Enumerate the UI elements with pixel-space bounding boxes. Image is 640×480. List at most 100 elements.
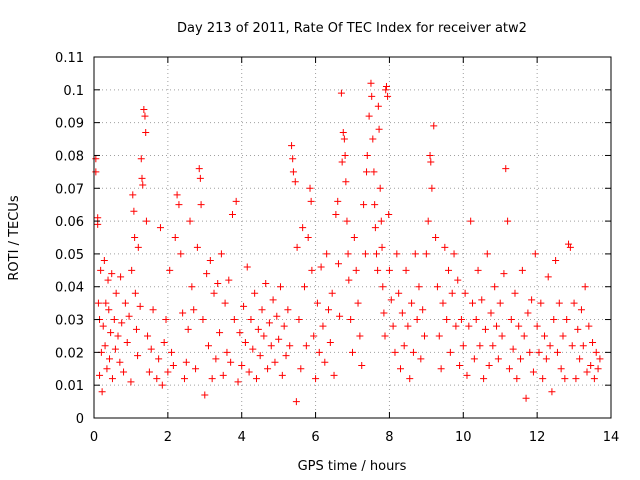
data-point bbox=[489, 342, 497, 350]
data-point bbox=[493, 322, 501, 330]
y-tick-label: 0 bbox=[76, 412, 84, 427]
data-point bbox=[382, 86, 390, 94]
data-point bbox=[470, 355, 478, 363]
data-point bbox=[100, 256, 108, 264]
data-point bbox=[487, 309, 495, 317]
data-point bbox=[247, 316, 255, 324]
data-point bbox=[577, 306, 585, 314]
data-point bbox=[313, 299, 321, 307]
data-point bbox=[264, 365, 272, 373]
data-point bbox=[162, 316, 170, 324]
data-point bbox=[531, 250, 539, 258]
data-point bbox=[480, 375, 488, 383]
data-point bbox=[389, 322, 397, 330]
x-tick-label: 6 bbox=[311, 430, 319, 445]
data-point bbox=[524, 309, 532, 317]
data-point bbox=[192, 365, 200, 373]
data-point bbox=[363, 168, 371, 176]
data-point bbox=[589, 339, 597, 347]
axis-ticks bbox=[93, 56, 612, 419]
x-tick-label: 8 bbox=[385, 430, 393, 445]
data-point bbox=[258, 306, 266, 314]
data-point bbox=[280, 322, 288, 330]
data-point bbox=[230, 316, 238, 324]
data-point bbox=[288, 142, 296, 150]
data-point bbox=[286, 342, 294, 350]
data-point bbox=[456, 361, 464, 369]
data-point bbox=[92, 155, 100, 163]
data-point bbox=[195, 165, 203, 173]
data-point bbox=[544, 273, 552, 281]
data-point bbox=[498, 332, 506, 340]
data-point bbox=[385, 266, 393, 274]
x-tick-label: 2 bbox=[164, 430, 172, 445]
data-point bbox=[533, 322, 541, 330]
data-point bbox=[422, 250, 430, 258]
grid-lines bbox=[93, 56, 612, 419]
data-point bbox=[550, 316, 558, 324]
data-point bbox=[505, 365, 513, 373]
data-point bbox=[276, 283, 284, 291]
data-point bbox=[271, 358, 279, 366]
data-point bbox=[520, 332, 528, 340]
data-point bbox=[112, 289, 120, 297]
data-point bbox=[196, 174, 204, 182]
data-point bbox=[548, 388, 556, 396]
data-point bbox=[345, 276, 353, 284]
data-point bbox=[302, 342, 310, 350]
data-point bbox=[304, 234, 312, 241]
data-point bbox=[173, 191, 181, 199]
data-point bbox=[262, 279, 270, 287]
data-point bbox=[137, 155, 145, 163]
chart-title: Day 213 of 2011, Rate Of TEC Index for r… bbox=[177, 21, 527, 36]
data-point bbox=[450, 250, 458, 258]
data-point bbox=[160, 339, 168, 347]
data-point bbox=[99, 322, 107, 330]
data-point bbox=[201, 391, 209, 399]
data-point bbox=[127, 378, 135, 386]
data-point bbox=[391, 348, 399, 356]
data-point bbox=[291, 178, 299, 186]
data-point bbox=[552, 256, 560, 264]
data-point bbox=[344, 250, 352, 258]
data-point bbox=[371, 224, 379, 232]
data-point bbox=[457, 316, 465, 324]
x-axis-label: GPS time / hours bbox=[298, 459, 407, 474]
data-point bbox=[295, 316, 303, 324]
data-point bbox=[574, 325, 582, 333]
data-point bbox=[426, 151, 434, 159]
data-point bbox=[171, 234, 179, 241]
data-point bbox=[576, 355, 584, 363]
x-tick-label: 10 bbox=[455, 430, 472, 445]
data-point bbox=[120, 368, 128, 376]
data-point bbox=[542, 355, 550, 363]
data-point bbox=[121, 299, 129, 307]
data-point bbox=[252, 375, 260, 383]
data-point bbox=[349, 348, 356, 356]
data-point bbox=[125, 312, 133, 320]
data-point bbox=[339, 128, 347, 136]
data-point bbox=[278, 371, 286, 379]
y-tick-label: 0.01 bbox=[55, 379, 84, 394]
data-point bbox=[116, 358, 124, 366]
data-point bbox=[130, 207, 138, 215]
data-point bbox=[563, 316, 571, 324]
data-point bbox=[334, 260, 342, 268]
data-point bbox=[483, 250, 491, 258]
data-point bbox=[446, 348, 454, 356]
data-point bbox=[398, 309, 406, 317]
data-point bbox=[439, 299, 447, 307]
data-point bbox=[541, 332, 549, 340]
data-point bbox=[293, 243, 301, 251]
data-point bbox=[155, 355, 163, 363]
data-point bbox=[587, 361, 595, 369]
data-point bbox=[300, 283, 308, 291]
data-point bbox=[249, 345, 257, 353]
data-point bbox=[142, 128, 150, 136]
data-point bbox=[561, 375, 569, 383]
data-point bbox=[507, 316, 515, 324]
data-point bbox=[184, 325, 192, 333]
x-tick-label: 0 bbox=[90, 430, 98, 445]
data-point bbox=[103, 365, 111, 373]
data-point bbox=[491, 283, 499, 291]
